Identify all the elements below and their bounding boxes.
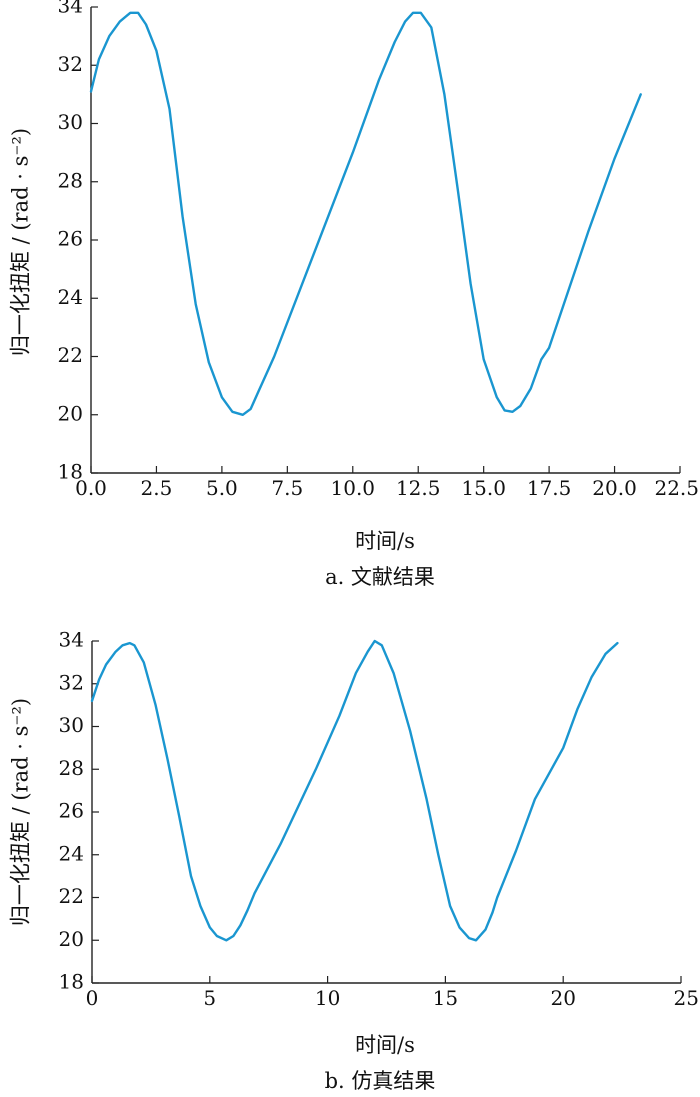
chart-b-y-axis-label: 归一化扭矩 / (rad · s⁻²): [9, 698, 33, 926]
chart-b-y-tick-label: 20: [59, 927, 84, 951]
chart-a-x-tick-label: 5.0: [206, 476, 238, 500]
chart-b-x-axis-label: 时间/s: [355, 1033, 415, 1057]
chart-a-x-tick-label: 22.5: [654, 476, 699, 500]
chart-b-y-tick-label: 34: [59, 628, 84, 652]
chart-a-x-tick-label: 15.0: [461, 476, 506, 500]
chart-b-x-tick-label: 5: [203, 986, 216, 1010]
chart-a-series-line: [89, 11, 642, 416]
chart-a-y-axis-label: 归一化扭矩 / (rad · s⁻²): [9, 128, 33, 356]
chart-a-x-tick-label: 17.5: [527, 476, 572, 500]
chart-b-x-tick-label: 15: [433, 986, 458, 1010]
chart-b-y-tick-label: 32: [59, 670, 84, 694]
chart-a-y-tick-label: 22: [58, 343, 83, 367]
chart-a-x-tick-label: 2.5: [141, 476, 173, 500]
chart-a-caption: a. 文献结果: [325, 565, 435, 589]
chart-a-y-tick-label: 32: [58, 52, 83, 76]
chart-a-y-tick-label: 24: [58, 285, 83, 309]
chart-b-x-tick-label: 25: [674, 986, 699, 1010]
chart-b-caption: b. 仿真结果: [325, 1069, 436, 1093]
chart-b-y-tick-label: 30: [59, 713, 84, 737]
chart-a-y-tick-label: 26: [58, 227, 83, 251]
chart-a-y-tick-label: 18: [58, 460, 83, 484]
chart-a-y-tick-label: 28: [58, 168, 83, 192]
chart-b-y-tick-label: 24: [59, 841, 84, 865]
chart-a-x-axis-label: 时间/s: [355, 529, 415, 553]
chart-a-x-tick-label: 12.5: [396, 476, 441, 500]
chart-b-y-tick-label: 18: [59, 970, 84, 994]
chart-a-x-tick-label: 10.0: [331, 476, 376, 500]
chart-b-y-tick-label: 22: [59, 884, 84, 908]
chart-b-series-line: [90, 639, 619, 942]
chart-a-y-tick-label: 34: [58, 0, 83, 18]
chart-b-x-tick-label: 20: [550, 986, 575, 1010]
chart-b-x-tick-label: 10: [315, 986, 340, 1010]
chart-b-simulation-results: 归一化扭矩 / (rad · s⁻²) 时间/s b. 仿真结果 18 20 22 2…: [9, 628, 700, 1094]
chart-a-y-tick-label: 20: [58, 401, 83, 425]
chart-a-literature-results: 归一化扭矩 / (rad · s⁻²) 时间/s a. 文献结果 18 20 22 2…: [9, 0, 700, 589]
chart-b-y-tick-label: 26: [59, 799, 84, 823]
chart-a-x-tick-label: 20.0: [592, 476, 637, 500]
chart-a-x-tick-label: 7.5: [271, 476, 303, 500]
chart-a-y-tick-label: 30: [58, 110, 83, 134]
chart-b-x-tick-label: 0: [86, 986, 99, 1010]
chart-b-y-tick-label: 28: [59, 756, 84, 780]
chart-a-x-tick-label: 0.0: [75, 476, 107, 500]
